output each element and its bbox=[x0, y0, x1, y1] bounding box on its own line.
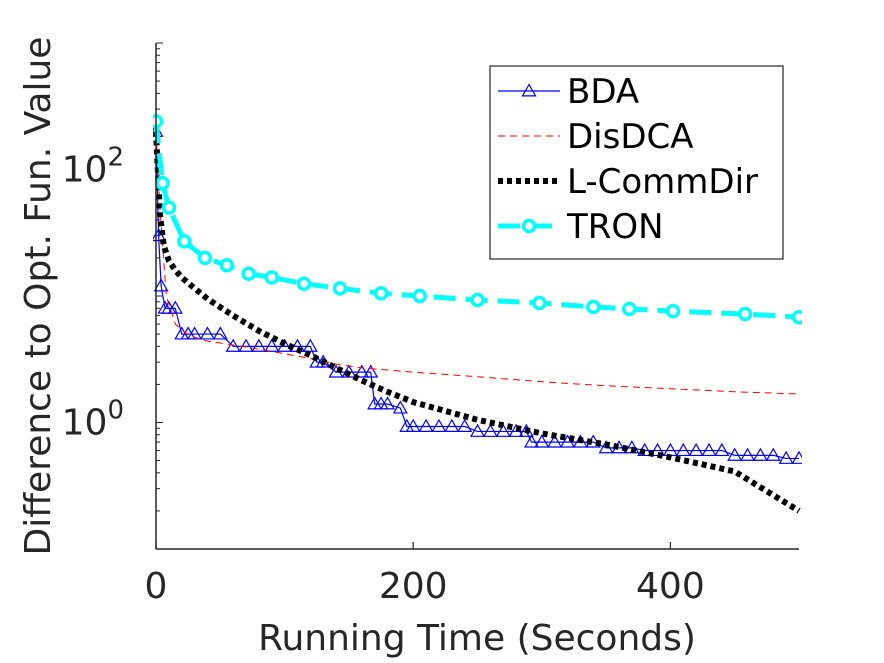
x-axis-label: Running Time (Seconds) bbox=[258, 618, 696, 659]
legend-label-tron: TRON bbox=[566, 207, 664, 247]
data-point bbox=[778, 450, 794, 464]
x-tick-label: 400 bbox=[636, 566, 705, 607]
data-point bbox=[155, 175, 170, 191]
data-point bbox=[765, 447, 781, 461]
data-point bbox=[470, 292, 485, 308]
legend: BDA DisDCA L-CommDir TRON bbox=[489, 65, 784, 260]
data-point bbox=[405, 418, 421, 432]
data-point bbox=[482, 423, 498, 437]
data-point bbox=[418, 418, 434, 432]
data-point bbox=[212, 326, 228, 340]
data-point bbox=[225, 338, 241, 352]
legend-marker bbox=[521, 218, 537, 234]
y-tick-label: 102 bbox=[62, 143, 124, 191]
data-point bbox=[302, 338, 318, 352]
data-point bbox=[431, 418, 447, 432]
data-point bbox=[177, 234, 192, 249]
legend-label-disdca: DisDCA bbox=[567, 117, 694, 157]
data-point bbox=[373, 286, 389, 301]
data-point bbox=[219, 258, 234, 273]
legend-label-bda: BDA bbox=[567, 72, 639, 112]
data-point bbox=[199, 326, 215, 340]
data-point bbox=[791, 309, 802, 325]
data-point bbox=[752, 447, 768, 461]
data-point bbox=[392, 400, 408, 414]
data-point bbox=[547, 434, 563, 448]
data-point bbox=[363, 364, 379, 378]
series-line-l-commdir bbox=[153, 131, 801, 514]
data-point bbox=[624, 440, 640, 454]
data-point bbox=[740, 447, 756, 461]
data-point bbox=[238, 338, 254, 352]
tick-labels: 0 200 400 100 102 bbox=[62, 143, 705, 608]
data-point bbox=[727, 447, 743, 461]
data-point bbox=[264, 270, 279, 285]
series-l-commdir bbox=[153, 131, 801, 514]
data-point bbox=[251, 338, 267, 352]
data-point bbox=[495, 423, 511, 437]
data-point bbox=[534, 434, 550, 448]
data-point bbox=[296, 276, 312, 291]
legend-marker bbox=[521, 83, 537, 97]
data-point bbox=[650, 442, 666, 457]
data-point bbox=[688, 442, 704, 457]
y-tick-label: 100 bbox=[62, 396, 124, 444]
data-point bbox=[621, 301, 637, 317]
data-point bbox=[187, 326, 203, 340]
data-point bbox=[737, 306, 753, 322]
data-point bbox=[332, 281, 348, 296]
data-point bbox=[598, 440, 614, 454]
data-point bbox=[444, 418, 460, 432]
data-point bbox=[197, 250, 213, 266]
data-point bbox=[791, 450, 802, 464]
data-point bbox=[379, 396, 396, 410]
x-tick-label: 200 bbox=[379, 566, 448, 607]
data-point bbox=[167, 300, 183, 314]
data-point bbox=[572, 434, 588, 448]
x-tick-label: 0 bbox=[145, 566, 168, 607]
data-point bbox=[665, 303, 681, 319]
data-point bbox=[523, 434, 540, 448]
data-point bbox=[153, 278, 169, 292]
data-point bbox=[457, 418, 473, 432]
data-point bbox=[675, 442, 691, 457]
y-axis-label: Difference to Opt. Fun. Value bbox=[18, 37, 59, 556]
data-point bbox=[412, 288, 427, 304]
data-point bbox=[585, 299, 601, 315]
data-point bbox=[354, 364, 370, 378]
data-point bbox=[264, 338, 280, 352]
data-point bbox=[469, 423, 486, 437]
legend-label-l-commdir: L-CommDir bbox=[567, 162, 758, 202]
series-line-bda bbox=[155, 131, 799, 460]
series-layer bbox=[153, 114, 802, 514]
data-point bbox=[161, 200, 177, 215]
data-point bbox=[241, 266, 256, 281]
series-tron bbox=[153, 114, 802, 325]
data-point bbox=[714, 442, 730, 457]
data-point bbox=[531, 295, 547, 311]
data-point bbox=[277, 338, 293, 352]
data-point bbox=[701, 442, 717, 457]
